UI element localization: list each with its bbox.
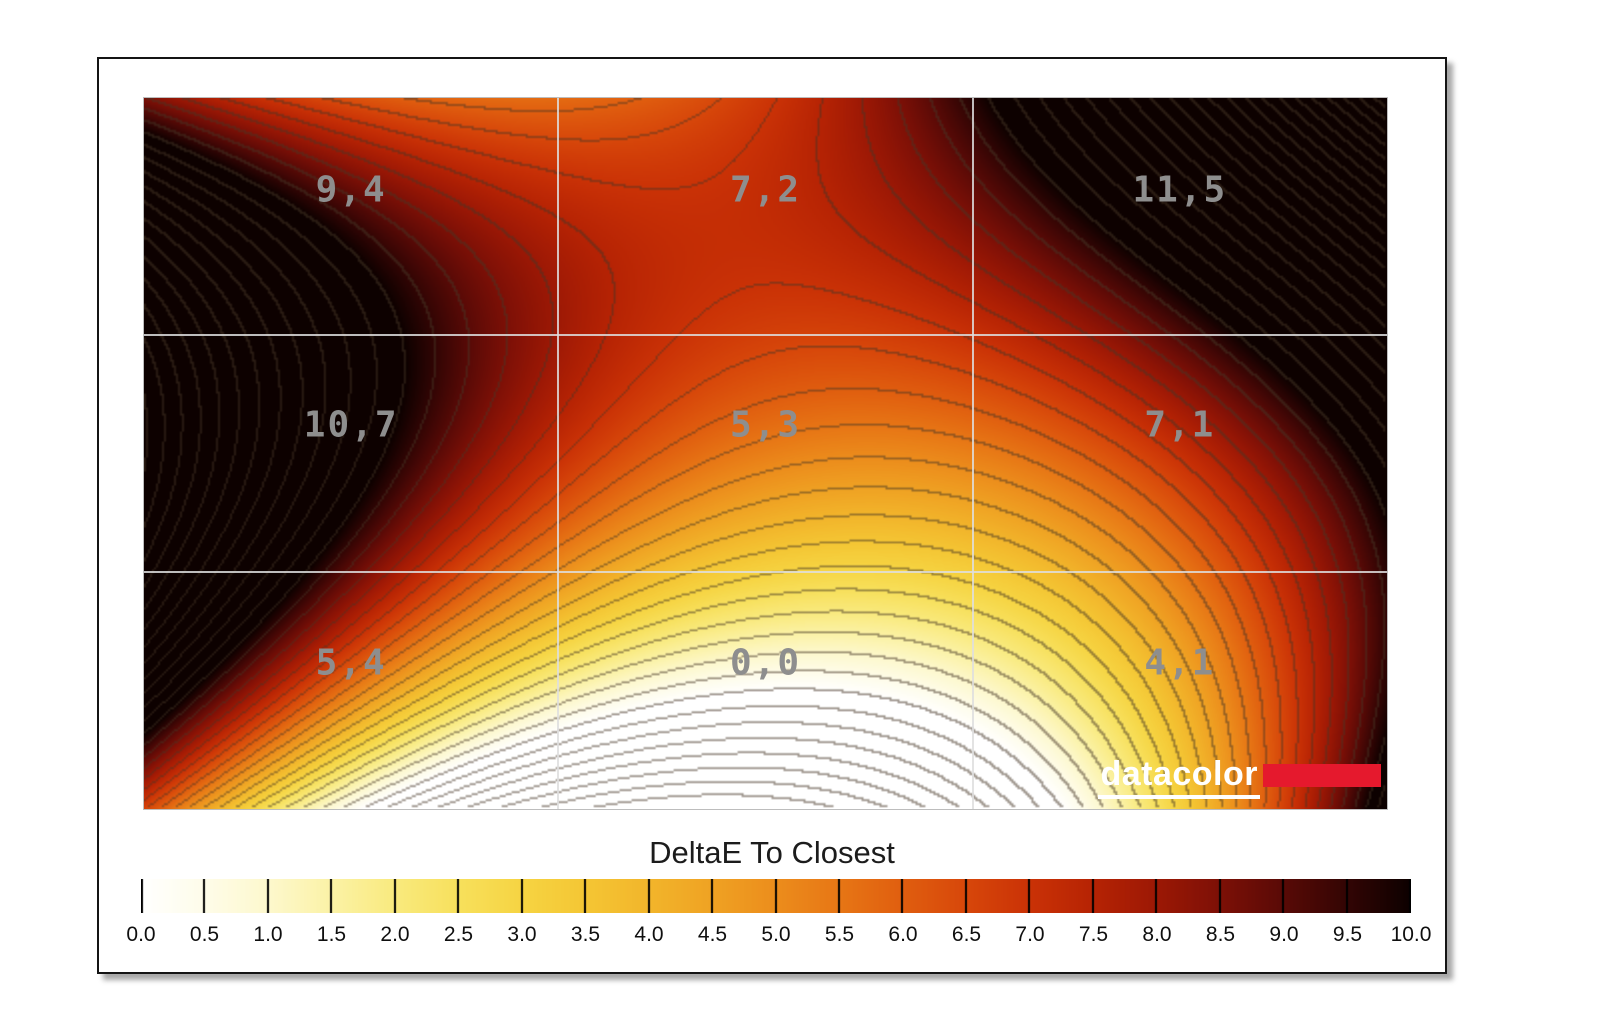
cell-value-label: 0,0 <box>729 642 802 684</box>
colorbar-tick-label: 9.0 <box>1269 923 1299 946</box>
figure-frame: 9,4 7,2 11,5 10,7 5,3 7,1 5,4 0,0 4,1 datacolor … <box>97 57 1447 974</box>
cell-value-label: 7,1 <box>1144 404 1216 446</box>
grid-line-vertical-2 <box>971 98 974 809</box>
colorbar-tick-label: 0.0 <box>126 923 156 946</box>
colorbar-tick-label: 4.0 <box>634 923 664 946</box>
colorbar-tick-label: 3.5 <box>570 923 601 946</box>
colorbar-tick-label: 8.5 <box>1205 923 1236 946</box>
cell-value-label: 4,1 <box>1144 642 1216 684</box>
colorbar-tick-label: 7.5 <box>1078 923 1109 946</box>
grid-line-horizontal-1 <box>144 333 1387 336</box>
cell-value-label: 11,5 <box>1132 169 1228 211</box>
cell-value-label: 10,7 <box>303 404 399 446</box>
chart-title: DeltaE To Closest <box>649 835 895 870</box>
colorbar-tick-label: 3.0 <box>507 923 537 946</box>
datacolor-logo-text: datacolor <box>1098 757 1260 799</box>
colorbar-tick-label: 2.0 <box>380 923 410 946</box>
colorbar-tick-labels: 0.0 0.5 1.0 1.5 2.0 2.5 3.0 3.5 4.0 4.5 5.0 5.5 6.0 6… <box>126 923 1431 949</box>
colorbar-canvas <box>141 879 1411 913</box>
grid-line-vertical-1 <box>557 98 560 809</box>
cell-value-label: 5,4 <box>315 642 387 684</box>
colorbar-tick-label: 1.5 <box>316 923 347 946</box>
colorbar-tick-label: 6.0 <box>888 923 918 946</box>
colorbar-tick-label: 5.0 <box>761 923 791 946</box>
colorbar-tick-label: 4.5 <box>697 923 728 946</box>
heatmap: 9,4 7,2 11,5 10,7 5,3 7,1 5,4 0,0 4,1 datacolor <box>143 97 1388 810</box>
colorbar-tick-label: 7.0 <box>1015 923 1045 946</box>
datacolor-logo: datacolor <box>1098 757 1381 799</box>
cell-value-label: 5,3 <box>729 404 802 446</box>
colorbar-tick-label: 1.0 <box>253 923 283 946</box>
colorbar-tick-label: 8.0 <box>1142 923 1172 946</box>
datacolor-logo-accent-bar <box>1263 764 1381 787</box>
colorbar-tick-label: 5.5 <box>824 923 855 946</box>
colorbar: 0.0 0.5 1.0 1.5 2.0 2.5 3.0 3.5 4.0 4.5 5.0 5.5 6.0 6… <box>126 879 1431 946</box>
colorbar-tick-label: 6.5 <box>951 923 982 946</box>
colorbar-tick-label: 9.5 <box>1332 923 1363 946</box>
colorbar-tick-label: 2.5 <box>443 923 474 946</box>
colorbar-tick-label: 0.5 <box>189 923 220 946</box>
cell-value-label: 7,2 <box>729 169 802 211</box>
cell-value-label: 9,4 <box>315 169 387 211</box>
heatmap-canvas <box>144 98 1387 809</box>
colorbar-tick-label: 10.0 <box>1390 923 1432 946</box>
grid-line-horizontal-2 <box>144 571 1387 573</box>
